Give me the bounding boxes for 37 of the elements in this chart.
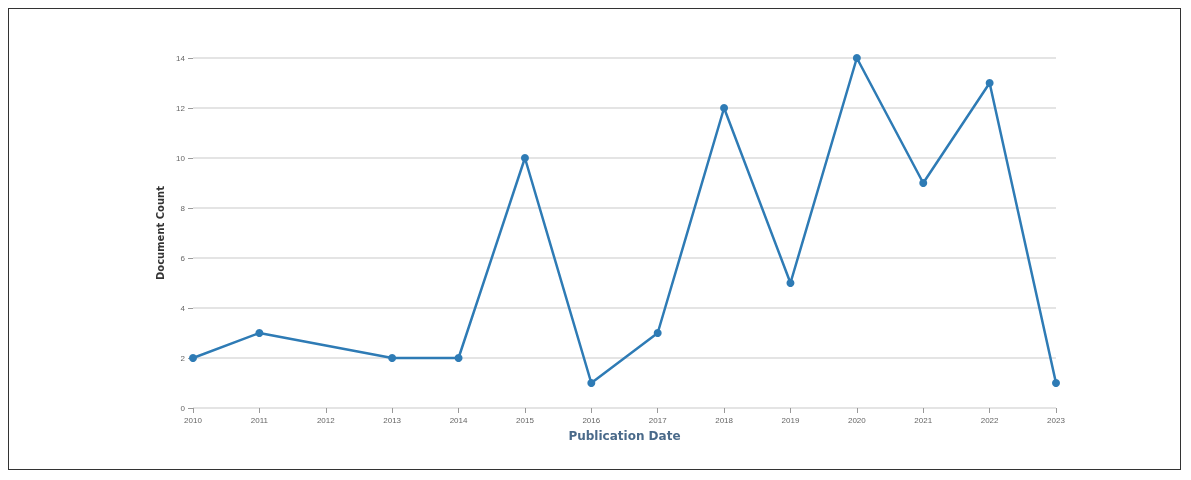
point [985,79,994,87]
point [919,179,928,187]
y-tick-label: 10 [176,153,186,163]
x-tick-label: 2017 [648,415,668,425]
y-tick-label: 4 [180,303,186,313]
point [255,329,264,337]
x-tick-label: 2016 [582,415,601,425]
point [720,104,729,112]
x-tick-label: 2020 [847,415,867,425]
y-tick-label: 8 [180,203,186,213]
y-axis-title: Document Count [154,185,166,281]
x-tick-label: 2022 [980,415,1000,425]
point [852,54,861,62]
x-tick-label: 2014 [449,415,468,425]
point [653,329,662,337]
y-tick-label: 0 [180,403,186,413]
y-tick-label: 6 [180,253,186,263]
x-tick-label: 2010 [184,415,203,425]
y-tick-label: 12 [176,103,186,113]
x-tick-label: 2018 [715,415,734,425]
x-tick-label: 2023 [1047,415,1066,425]
point [454,354,463,362]
point [520,154,529,162]
x-tick-label: 2011 [250,415,269,425]
x-tick-label: 2021 [914,415,933,425]
y-tick-label: 14 [176,53,186,63]
point [786,279,795,287]
x-axis-title: Publication Date [568,429,681,443]
x-tick-label: 2019 [781,415,800,425]
point [189,354,197,362]
point [1052,379,1060,387]
x-tick-label: 2013 [383,415,402,425]
y-tick-label: 2 [180,353,186,363]
x-tick-label: 2012 [316,415,336,425]
x-tick-label: 2015 [516,415,535,425]
point [388,354,397,362]
point [587,379,596,387]
